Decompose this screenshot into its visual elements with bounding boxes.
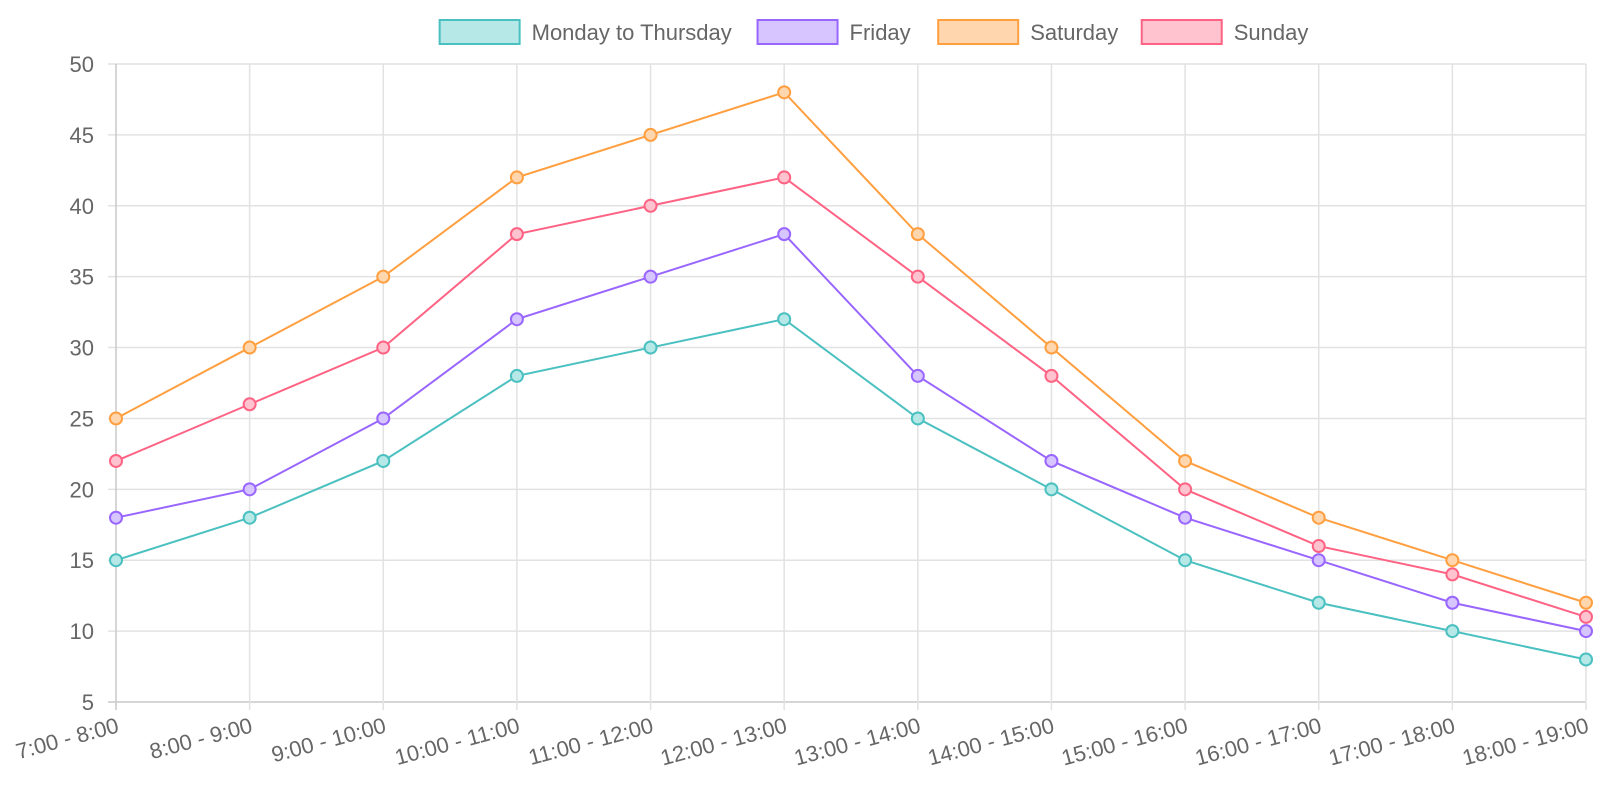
series-3 — [109, 170, 1593, 624]
x-tick-label: 16:00 - 17:00 — [1192, 713, 1324, 771]
legend-label: Sunday — [1234, 20, 1309, 45]
x-tick-label: 14:00 - 15:00 — [925, 713, 1057, 771]
y-tick-label: 20 — [70, 477, 94, 502]
y-tick-label: 40 — [70, 194, 94, 219]
x-tick-label: 13:00 - 14:00 — [791, 713, 923, 771]
y-tick-label: 15 — [70, 548, 94, 573]
series-line — [115, 318, 1587, 661]
y-tick-label: 5 — [82, 690, 94, 715]
data-point[interactable] — [777, 227, 792, 242]
data-point[interactable] — [777, 85, 792, 100]
legend-swatch — [1140, 19, 1223, 45]
legend-item[interactable]: Monday to Thursday — [438, 19, 732, 45]
series-line — [115, 91, 1587, 604]
data-point[interactable] — [1579, 609, 1593, 624]
data-point[interactable] — [1311, 553, 1326, 568]
data-point[interactable] — [1044, 340, 1059, 355]
legend-label: Monday to Thursday — [532, 20, 732, 45]
x-axis: 7:00 - 8:00 8:00 - 9:00 9:00 - 10:00 10:00 … — [13, 713, 1591, 771]
data-point[interactable] — [643, 340, 658, 355]
data-point[interactable] — [1044, 368, 1059, 383]
data-point[interactable] — [910, 411, 925, 426]
data-point[interactable] — [1445, 553, 1460, 568]
y-axis: 5 10 15 20 25 30 35 40 45 50 — [70, 52, 94, 715]
data-point[interactable] — [777, 312, 792, 327]
data-point[interactable] — [1579, 595, 1593, 610]
data-point[interactable] — [376, 340, 391, 355]
series-line — [115, 176, 1587, 618]
legend-item[interactable]: Sunday — [1140, 19, 1309, 45]
x-tick-label: 10:00 - 11:00 — [392, 713, 522, 770]
series-2 — [109, 85, 1593, 610]
data-point[interactable] — [109, 553, 123, 568]
x-tick-label: 12:00 - 13:00 — [658, 713, 790, 771]
x-tick-label: 9:00 - 10:00 — [269, 713, 389, 768]
data-point[interactable] — [376, 411, 391, 426]
legend-swatch — [756, 19, 839, 45]
data-point[interactable] — [1579, 652, 1593, 667]
y-tick-label: 45 — [70, 123, 94, 148]
data-point[interactable] — [242, 397, 257, 412]
data-point[interactable] — [1445, 595, 1460, 610]
data-point[interactable] — [376, 269, 391, 284]
data-point[interactable] — [1178, 482, 1193, 497]
data-point[interactable] — [1178, 453, 1193, 468]
data-point[interactable] — [509, 227, 524, 242]
x-tick-label: 8:00 - 9:00 — [147, 713, 255, 764]
legend-swatch — [937, 19, 1020, 45]
x-tick-label: 7:00 - 8:00 — [13, 713, 121, 764]
legend-swatch — [438, 19, 521, 45]
data-point[interactable] — [1311, 539, 1326, 554]
data-point[interactable] — [242, 510, 257, 525]
data-point[interactable] — [1044, 453, 1059, 468]
series-0 — [109, 312, 1593, 667]
x-tick-label: 17:00 - 18:00 — [1326, 713, 1458, 771]
series-line — [115, 232, 1587, 633]
data-point[interactable] — [109, 411, 123, 426]
legend: Monday to Thursday Friday Saturday Sunday — [438, 19, 1309, 45]
data-point[interactable] — [1445, 567, 1460, 582]
data-point[interactable] — [910, 227, 925, 242]
data-point[interactable] — [1178, 553, 1193, 568]
data-point[interactable] — [910, 269, 925, 284]
data-point[interactable] — [1311, 510, 1326, 525]
x-tick-label: 11:00 - 12:00 — [526, 713, 656, 770]
data-point[interactable] — [376, 453, 391, 468]
data-point[interactable] — [643, 198, 658, 213]
data-point[interactable] — [910, 368, 925, 383]
data-point[interactable] — [1178, 510, 1193, 525]
x-tick-label: 18:00 - 19:00 — [1460, 713, 1592, 771]
data-point[interactable] — [509, 368, 524, 383]
legend-item[interactable]: Saturday — [937, 19, 1118, 45]
x-tick-label: 15:00 - 16:00 — [1059, 713, 1191, 771]
data-point[interactable] — [1311, 595, 1326, 610]
data-point[interactable] — [509, 312, 524, 327]
data-point[interactable] — [242, 482, 257, 497]
y-tick-label: 25 — [70, 406, 94, 431]
data-point[interactable] — [1445, 624, 1460, 639]
y-tick-label: 35 — [70, 265, 94, 290]
data-point[interactable] — [242, 340, 257, 355]
y-tick-label: 10 — [70, 619, 94, 644]
data-point[interactable] — [109, 510, 123, 525]
legend-item[interactable]: Friday — [756, 19, 911, 45]
data-point[interactable] — [1044, 482, 1059, 497]
data-point[interactable] — [109, 453, 123, 468]
y-tick-label: 30 — [70, 336, 94, 361]
series-1 — [109, 227, 1593, 639]
data-point[interactable] — [643, 127, 658, 142]
data-point[interactable] — [643, 269, 658, 284]
y-tick-label: 50 — [70, 52, 94, 77]
data-point[interactable] — [777, 170, 792, 185]
legend-label: Friday — [850, 20, 911, 45]
data-point[interactable] — [1579, 624, 1593, 639]
legend-label: Saturday — [1030, 20, 1118, 45]
series-layer — [109, 85, 1593, 667]
data-point[interactable] — [509, 170, 524, 185]
